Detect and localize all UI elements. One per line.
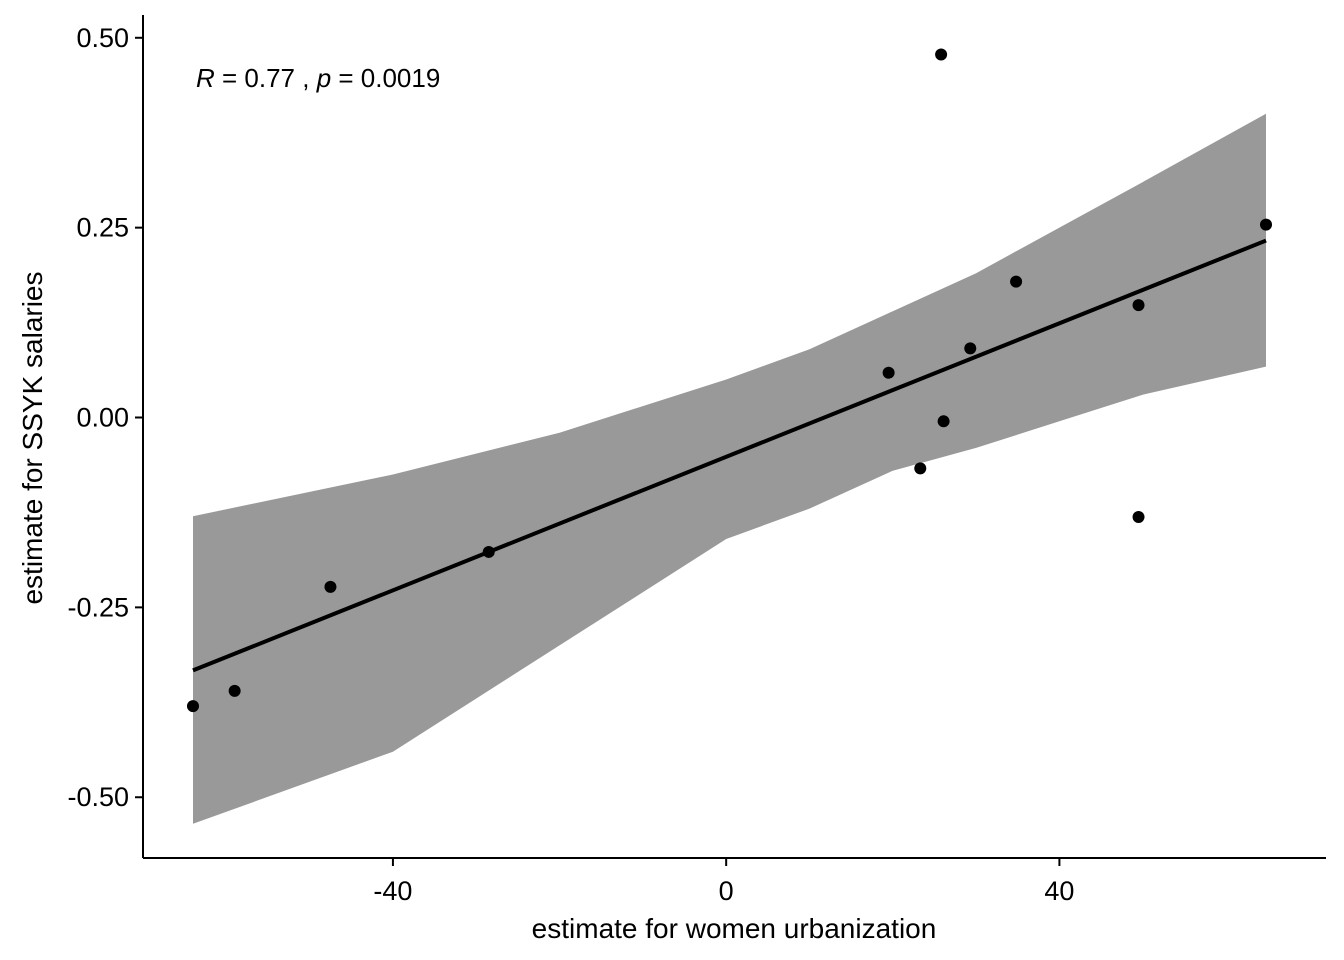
data-point — [1132, 511, 1145, 524]
y-tick-label: -0.50 — [67, 782, 129, 812]
data-point — [914, 462, 927, 475]
data-point — [324, 580, 337, 593]
y-tick-label: -0.25 — [67, 592, 129, 622]
data-point — [935, 48, 948, 61]
x-tick-label: 0 — [719, 876, 734, 906]
y-axis-title: estimate for SSYK salaries — [17, 271, 48, 604]
y-tick-label: 0.25 — [76, 213, 129, 243]
data-point — [1132, 299, 1145, 312]
data-point — [964, 342, 977, 355]
x-tick-label: -40 — [373, 876, 412, 906]
y-tick-label: 0.50 — [76, 23, 129, 53]
correlation-annotation: R = 0.77 , p = 0.0019 — [196, 63, 440, 93]
x-axis-title: estimate for women urbanization — [532, 913, 937, 944]
data-point — [186, 700, 199, 713]
data-point — [1010, 275, 1023, 288]
x-tick-label: 40 — [1044, 876, 1074, 906]
data-point — [482, 545, 495, 558]
data-point — [1260, 218, 1273, 231]
data-point — [228, 684, 241, 697]
data-point — [882, 366, 895, 379]
regression-line — [192, 238, 1267, 673]
confidence-band — [193, 113, 1266, 824]
data-point — [937, 415, 950, 428]
y-tick-label: 0.00 — [76, 403, 129, 433]
